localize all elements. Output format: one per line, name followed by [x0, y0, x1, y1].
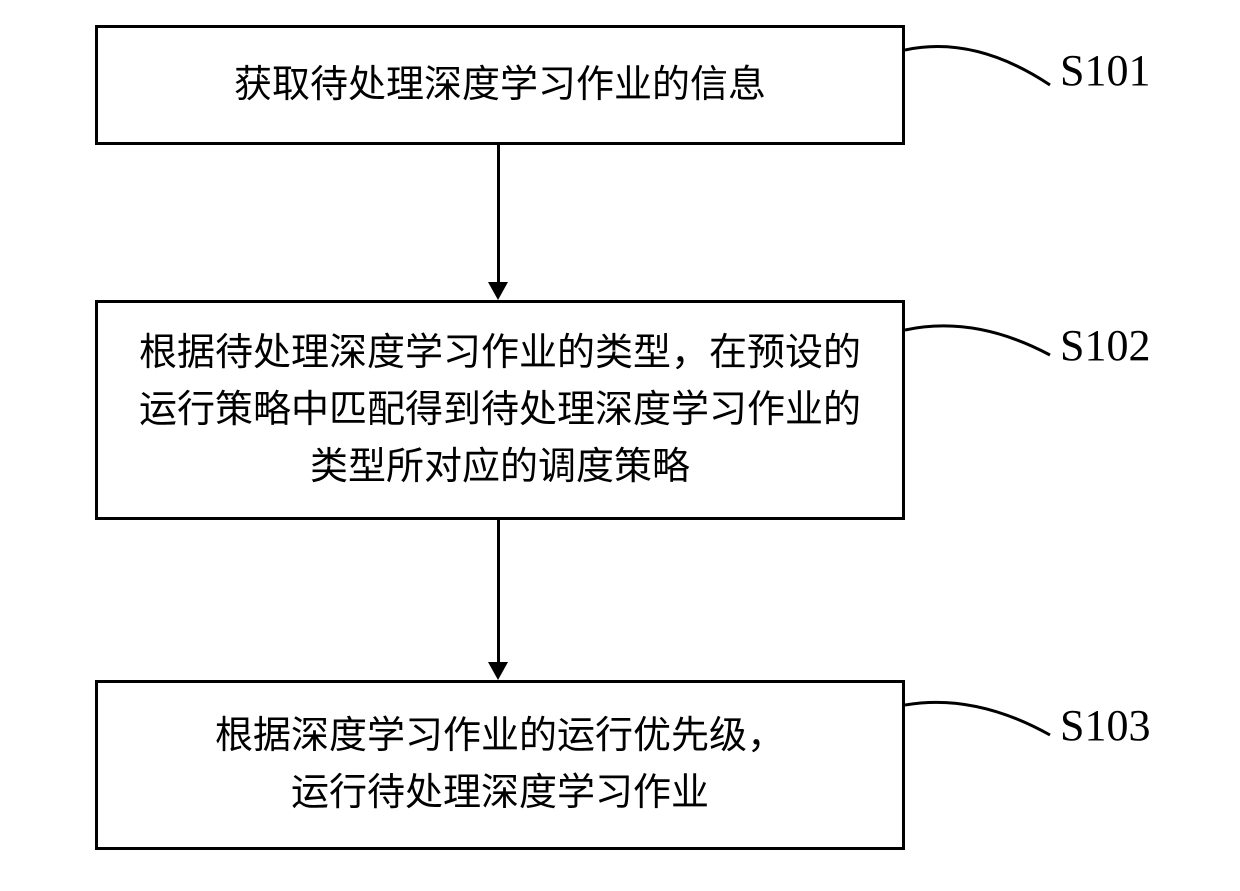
edge-1-to-2: [497, 145, 500, 283]
flowchart-container: 获取待处理深度学习作业的信息 S101 根据待处理深度学习作业的类型，在预设的运…: [0, 0, 1240, 891]
flowchart-node-step1: 获取待处理深度学习作业的信息: [95, 25, 905, 145]
step3-label-connector: [905, 690, 1065, 760]
step1-label: S101: [1060, 45, 1150, 96]
flowchart-node-step3: 根据深度学习作业的运行优先级， 运行待处理深度学习作业: [95, 680, 905, 850]
step2-label-connector: [905, 310, 1065, 380]
edge-2-to-3-arrow: [488, 662, 508, 680]
step1-label-connector: [905, 30, 1065, 110]
step2-label: S102: [1060, 320, 1150, 371]
step3-label: S103: [1060, 700, 1150, 751]
step2-text: 根据待处理深度学习作业的类型，在预设的运行策略中匹配得到待处理深度学习作业的类型…: [128, 325, 872, 496]
step1-text: 获取待处理深度学习作业的信息: [234, 57, 766, 114]
step3-text: 根据深度学习作业的运行优先级， 运行待处理深度学习作业: [215, 708, 785, 822]
edge-2-to-3: [497, 520, 500, 662]
flowchart-node-step2: 根据待处理深度学习作业的类型，在预设的运行策略中匹配得到待处理深度学习作业的类型…: [95, 300, 905, 520]
edge-1-to-2-arrow: [488, 282, 508, 300]
